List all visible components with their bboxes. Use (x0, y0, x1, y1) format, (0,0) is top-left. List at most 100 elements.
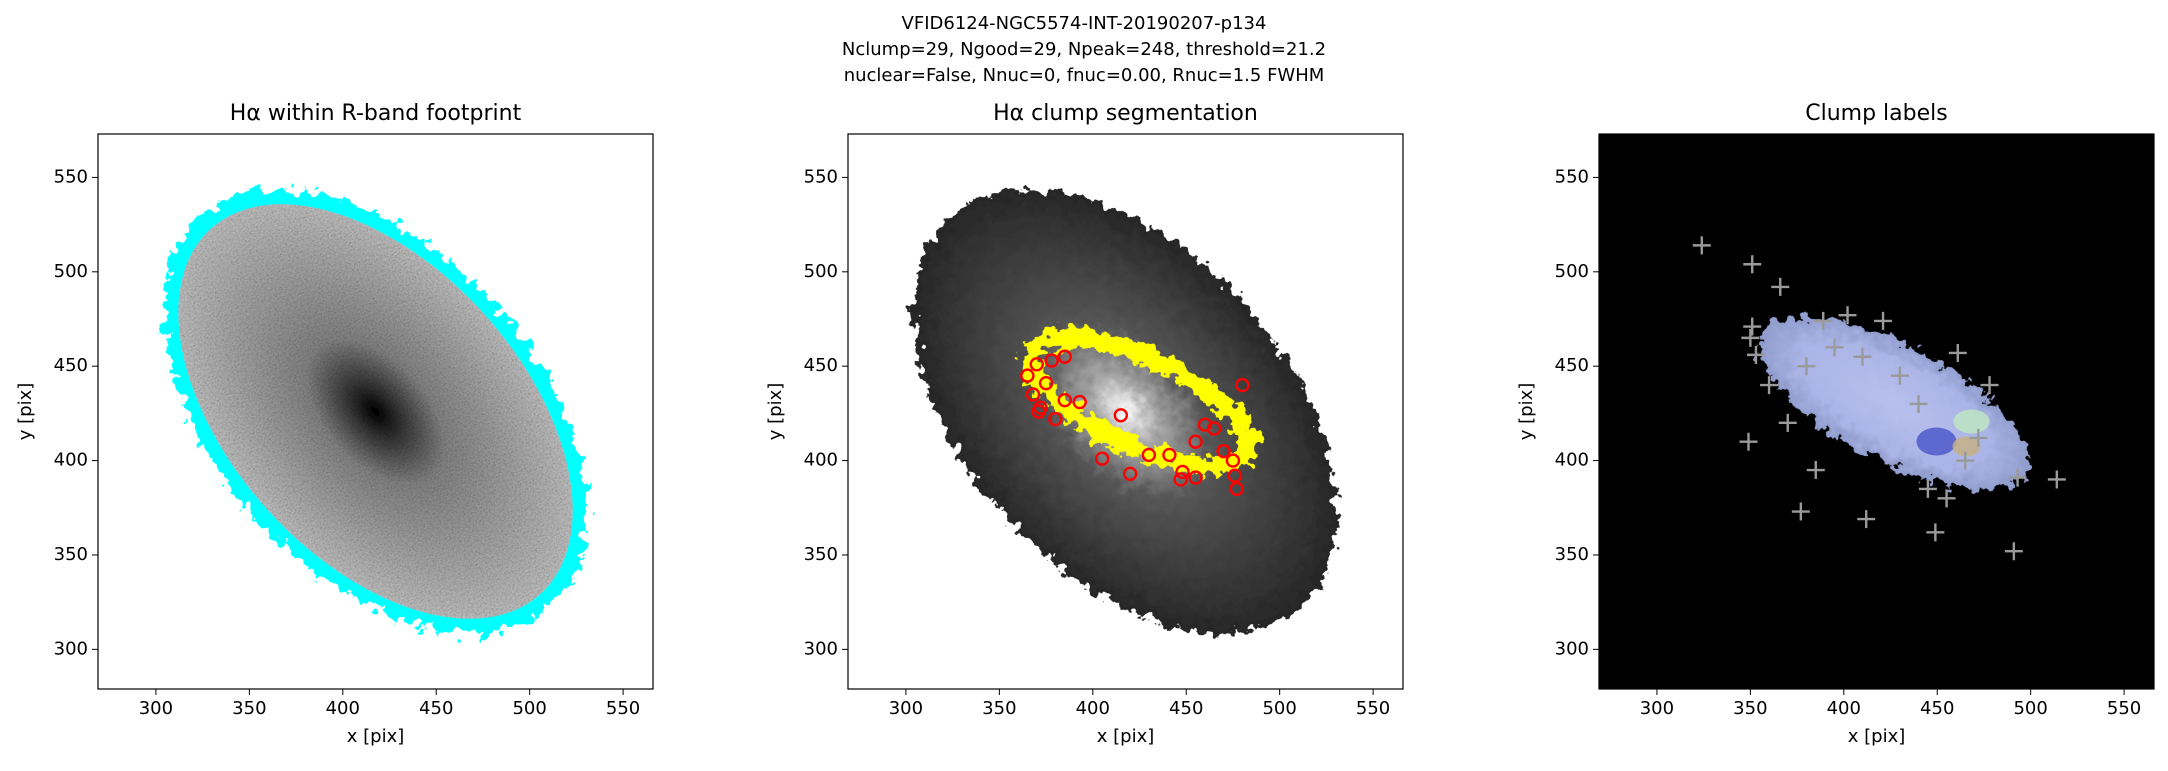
x-tick-label: 350 (982, 698, 1016, 719)
clump-marker (1188, 470, 1203, 485)
y-tick-label: 450 (54, 355, 88, 376)
clump-marker (1173, 472, 1188, 487)
panel-title: Hα within R-band footprint (230, 101, 522, 126)
clump-marker (1029, 357, 1044, 372)
y-tick-label: 450 (804, 355, 838, 376)
y-tick-label: 500 (804, 261, 838, 282)
x-axis-label: x [pix] (347, 726, 405, 747)
clump-marker (1162, 447, 1177, 463)
clump-marker (1057, 349, 1072, 364)
peak-marker (1743, 317, 1762, 336)
clump-marker (1057, 392, 1072, 408)
label-blob (1952, 436, 1981, 457)
clump-marker (1044, 353, 1059, 368)
peak-marker (1980, 376, 1999, 395)
panel: 300 350 400 450 500 550 300 350 400 450 500 550 Hα w… (15, 101, 654, 747)
x-tick-label: 450 (1920, 698, 1954, 719)
peak-marker (1969, 428, 1988, 447)
y-tick-label: 300 (804, 638, 838, 659)
peak-marker (1853, 347, 1872, 366)
x-tick-label: 300 (889, 698, 923, 719)
suptitle-line: nuclear=False, Nnuc=0, fnuc=0.00, Rnuc=1… (844, 65, 1325, 86)
y-tick-label: 300 (54, 638, 88, 659)
suptitle-line: VFID6124-NGC5574-INT-20190207-p134 (902, 13, 1267, 34)
clump-marker (1207, 421, 1222, 436)
peak-marker (1838, 306, 1857, 325)
suptitle: VFID6124-NGC5574-INT-20190207-p134 Nclump… (842, 13, 1326, 86)
peak-marker (2004, 542, 2023, 561)
peak-marker (1778, 413, 1797, 432)
peak-marker (1797, 357, 1816, 376)
peak-marker (1956, 451, 1975, 470)
y-tick-label: 500 (54, 261, 88, 282)
panel-title: Hα clump segmentation (993, 101, 1258, 126)
axes-frame (847, 133, 1404, 690)
y-tick-label: 550 (1555, 166, 1589, 187)
clump-marker (1216, 443, 1231, 459)
peak-marker (1771, 277, 1790, 296)
peak-marker (1791, 502, 1810, 521)
panel: 300 350 400 450 500 550 300 350 400 450 500 550 Hα c… (765, 101, 1404, 747)
y-tick-label: 400 (54, 450, 88, 471)
x-tick-label: 550 (1356, 698, 1390, 719)
y-tick-label: 550 (804, 166, 838, 187)
peak-marker (2008, 468, 2027, 487)
peak-marker (1937, 489, 1956, 508)
peak-marker (1918, 479, 1937, 498)
peak-marker (1692, 236, 1711, 255)
image (163, 189, 588, 634)
peak-marker (1857, 510, 1876, 529)
peak-marker (1890, 366, 1909, 385)
y-tick-label: 400 (1555, 450, 1589, 471)
x-tick-label: 400 (326, 698, 360, 719)
y-tick-label: 550 (54, 166, 88, 187)
y-tick-label: 350 (1555, 544, 1589, 565)
segmentation-ring (1020, 327, 1259, 476)
y-axis-label: y [pix] (765, 383, 786, 441)
x-tick-label: 550 (2107, 698, 2141, 719)
galaxy (178, 204, 573, 619)
peak-marker (1926, 523, 1945, 542)
clump-marker (1020, 368, 1035, 383)
x-tick-label: 500 (2013, 698, 2047, 719)
x-tick-label: 350 (1733, 698, 1767, 719)
peak-marker (2047, 470, 2066, 489)
x-tick-label: 550 (606, 698, 640, 719)
x-axis-label: x [pix] (1848, 726, 1906, 747)
peak-marker (1760, 376, 1779, 395)
clump-marker (1113, 408, 1129, 423)
x-tick-label: 300 (139, 698, 173, 719)
peak-marker (1814, 311, 1833, 330)
peak-marker (1739, 432, 1758, 451)
peak-marker (1948, 343, 1967, 362)
clump-marker (1094, 451, 1110, 466)
y-tick-label: 500 (1555, 261, 1589, 282)
clump-marker (1227, 468, 1243, 483)
image (913, 189, 1338, 634)
y-tick-label: 350 (804, 544, 838, 565)
label-blob (1953, 409, 1990, 434)
y-tick-label: 450 (1555, 355, 1589, 376)
x-tick-label: 350 (232, 698, 266, 719)
image (1692, 236, 2066, 561)
x-tick-label: 450 (419, 698, 453, 719)
peak-marker (1806, 461, 1825, 480)
panel-title: Clump labels (1805, 101, 1947, 126)
x-tick-label: 400 (1827, 698, 1861, 719)
axes-frame (97, 133, 654, 690)
clump-marker (1175, 464, 1190, 480)
peak-marker (1741, 328, 1760, 347)
panel: 300 350 400 450 500 550 300 350 400 450 500 550 Clum… (1516, 101, 2155, 747)
x-tick-label: 500 (1262, 698, 1296, 719)
clump-marker (1141, 447, 1157, 463)
peak-marker (1909, 394, 1928, 413)
y-axis-label: y [pix] (15, 383, 36, 441)
axes-frame (1598, 133, 2155, 690)
clump-marker (1031, 404, 1046, 419)
x-tick-label: 500 (512, 698, 546, 719)
clump-marker (1122, 466, 1138, 481)
x-tick-label: 300 (1640, 698, 1674, 719)
clump-marker (1225, 453, 1241, 468)
peak-marker (1874, 311, 1893, 330)
